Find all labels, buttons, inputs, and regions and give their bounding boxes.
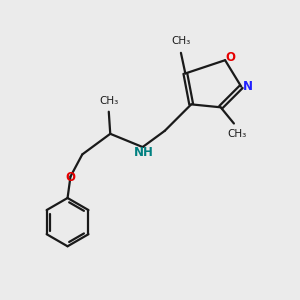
Text: O: O bbox=[225, 51, 236, 64]
Text: NH: NH bbox=[134, 146, 154, 159]
Text: O: O bbox=[65, 171, 75, 184]
Text: CH₃: CH₃ bbox=[99, 96, 119, 106]
Text: N: N bbox=[243, 80, 253, 93]
Text: CH₃: CH₃ bbox=[171, 36, 190, 46]
Text: CH₃: CH₃ bbox=[228, 129, 247, 140]
